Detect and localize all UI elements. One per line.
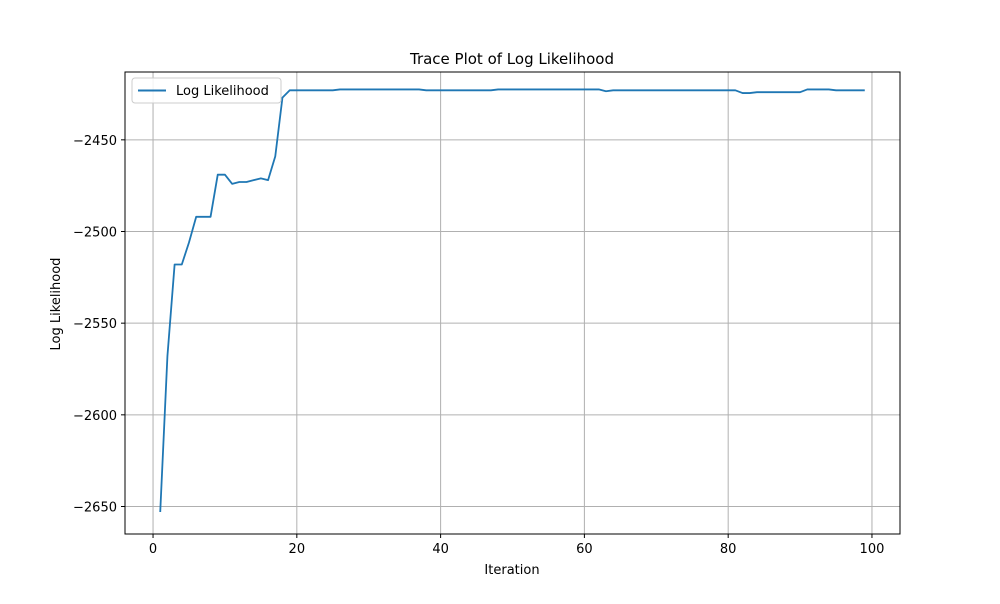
x-axis-label: Iteration: [484, 563, 539, 578]
legend-label: Log Likelihood: [176, 84, 269, 99]
x-tick-label: 40: [432, 542, 449, 557]
y-tick-label: −2500: [73, 226, 117, 241]
x-tick-label: 60: [576, 542, 593, 557]
series-line-log-likelihood: [159, 88, 865, 513]
legend-box: [131, 77, 282, 104]
y-tick-label: −2600: [73, 409, 117, 424]
legend: Log Likelihood: [131, 77, 282, 104]
chart-title: Trace Plot of Log Likelihood: [409, 50, 614, 68]
x-tick-label: 20: [289, 542, 306, 557]
y-tick-label: −2650: [73, 501, 117, 516]
y-tick-label: −2550: [73, 317, 117, 332]
x-tick-label: 0: [149, 542, 157, 557]
y-axis: −2450 −2500 −2550 −2600 −2650: [73, 134, 125, 516]
plot-area-frame: [124, 71, 901, 535]
y-axis-label: Log Likelihood: [49, 258, 64, 351]
x-axis: 0 20 40 60 80 100: [149, 534, 884, 557]
grid-lines: [125, 72, 900, 534]
x-tick-label: 80: [720, 542, 737, 557]
x-tick-label: 100: [860, 542, 885, 557]
series-layer: [159, 88, 865, 513]
y-tick-label: −2450: [73, 134, 117, 149]
